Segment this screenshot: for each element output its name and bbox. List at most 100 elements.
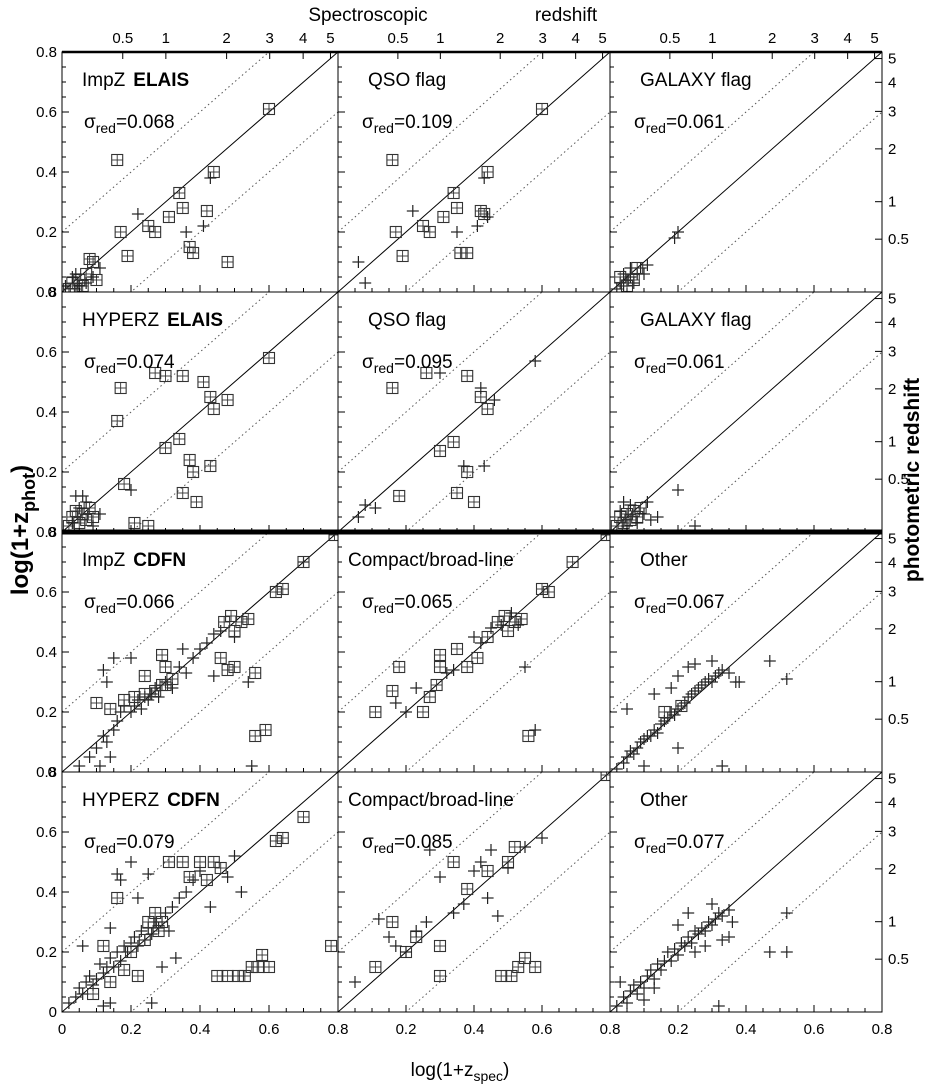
plus-marker <box>128 931 141 943</box>
right-redshift-label: 1 <box>888 194 896 211</box>
square-marker <box>481 864 494 878</box>
panel-title: ImpZ CDFN <box>82 550 186 571</box>
square-marker <box>159 660 172 674</box>
plus-marker <box>709 670 722 682</box>
plus-marker <box>204 901 217 913</box>
bottom-axis-label-close: ) <box>503 1060 509 1081</box>
square-marker <box>111 891 124 905</box>
plus-marker <box>695 679 708 691</box>
plus-marker <box>519 661 531 673</box>
x-tick-label: 0.2 <box>668 1021 689 1038</box>
plus-marker <box>131 208 144 220</box>
plus-marker <box>682 661 695 673</box>
plus-marker <box>104 952 117 964</box>
plus-marker <box>665 955 678 967</box>
panel-title-main: Other <box>640 790 688 811</box>
panel-title-main: QSO flag <box>368 310 446 331</box>
square-marker <box>111 153 124 167</box>
plus-marker <box>699 925 712 937</box>
plus-marker <box>716 910 729 922</box>
y-tick-label: 0.4 <box>36 644 57 661</box>
sigma-subscript: red <box>96 360 116 376</box>
plus-marker <box>627 979 640 991</box>
plus-marker <box>536 832 548 844</box>
square-marker <box>118 963 131 977</box>
plus-marker <box>66 517 79 529</box>
square-marker <box>256 948 269 962</box>
top-redshift-label: 4 <box>571 30 579 47</box>
square-marker <box>90 273 103 287</box>
square-marker <box>461 660 474 674</box>
plus-marker <box>780 946 793 958</box>
right-redshift-label: 0.5 <box>888 711 909 728</box>
square-marker <box>433 444 447 458</box>
sigma-value: =0.061 <box>666 112 725 133</box>
right-redshift-label: 4 <box>888 314 896 331</box>
right-redshift-label: 3 <box>888 343 896 360</box>
panel-title: QSO flag <box>368 70 446 91</box>
square-marker <box>162 210 175 224</box>
plus-marker <box>678 940 691 952</box>
plus-marker <box>468 631 480 643</box>
plus-marker <box>780 673 793 685</box>
plus-marker <box>447 664 460 676</box>
square-marker <box>481 402 494 416</box>
square-marker <box>204 390 217 404</box>
square-marker <box>173 432 186 446</box>
upper-dotted-line <box>610 772 815 953</box>
panel-r1c1: QSO flag σred=0.095 <box>338 292 610 532</box>
y-tick-label: 0.4 <box>36 404 57 421</box>
plus-marker <box>512 619 525 631</box>
plus-marker <box>488 394 501 406</box>
plus-marker <box>655 718 667 730</box>
square-marker <box>262 960 276 974</box>
plus-marker <box>726 916 739 928</box>
plus-marker <box>716 934 729 946</box>
right-redshift-label: 4 <box>888 74 896 91</box>
y-tick-label: 0 <box>49 1004 57 1021</box>
plus-marker <box>641 970 654 982</box>
plus-marker <box>699 940 712 952</box>
square-marker <box>142 915 155 929</box>
plus-marker <box>682 931 695 943</box>
sigma-symbol: σ <box>84 592 96 613</box>
panel-title-main: HYPERZ <box>82 790 159 811</box>
plus-marker <box>723 904 735 916</box>
plus-marker <box>66 271 79 283</box>
sigma-symbol: σ <box>84 832 96 853</box>
plus-marker <box>614 976 627 988</box>
top-axis-label-part1: Spectroscopic <box>308 5 427 26</box>
plus-marker <box>125 652 137 664</box>
square-marker <box>325 939 338 953</box>
square-marker <box>221 393 234 407</box>
square-marker <box>104 702 117 716</box>
top-redshift-label: 2 <box>496 30 504 47</box>
plus-marker <box>180 667 193 679</box>
top-redshift-label: 3 <box>266 30 274 47</box>
right-axis-label: photometric redshift <box>901 378 924 582</box>
one-to-one-line <box>338 292 610 532</box>
plus-marker <box>644 964 657 976</box>
sigma-label: σred=0.067 <box>634 592 725 616</box>
panel-title: HYPERZ CDFN <box>82 790 220 811</box>
square-marker <box>369 960 382 974</box>
panel-plot-area <box>62 772 338 1012</box>
square-marker <box>675 699 688 713</box>
plus-marker <box>457 460 470 472</box>
plus-marker <box>485 622 497 634</box>
plus-marker <box>76 940 89 952</box>
sigma-subscript: red <box>646 120 666 136</box>
upper-dotted-line <box>610 52 815 233</box>
square-marker <box>433 939 447 953</box>
axis-tick-labels: 00.20.40.60.800.20.40.60.800.20.40.60.80… <box>36 30 909 1038</box>
square-marker <box>433 660 447 674</box>
square-marker <box>386 153 399 167</box>
upper-dotted-line <box>338 772 543 953</box>
plus-marker <box>135 925 148 937</box>
plus-marker <box>434 871 446 883</box>
plus-marker <box>665 682 678 694</box>
plus-marker <box>702 916 715 928</box>
plus-marker <box>651 511 664 523</box>
square-marker <box>121 249 134 263</box>
